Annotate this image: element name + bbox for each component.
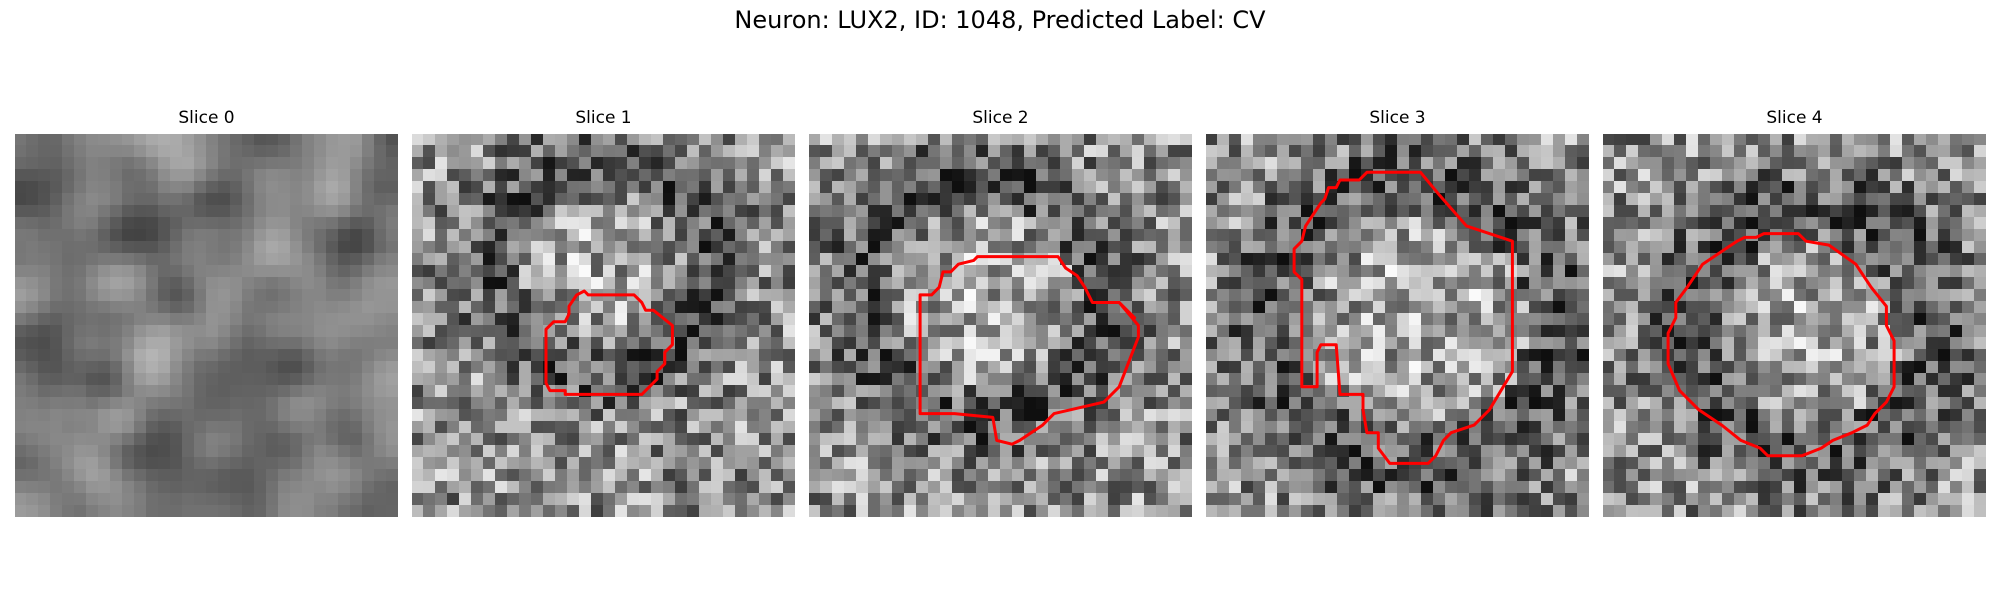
slice-4-contour [1666,232,1896,458]
figure-title: Neuron: LUX2, ID: 1048, Predicted Label:… [734,6,1266,34]
slice-0-panel [15,134,398,517]
slice-3-contour [1292,170,1514,465]
slice-0-title: Slice 0 [178,108,235,128]
slice-2-contour [918,255,1140,446]
slice-0-image [15,134,398,517]
slice-4-image [1603,134,1986,517]
slice-3-image [1206,134,1589,517]
segmentation-contour-3 [1292,170,1514,465]
slice-3-panel [1206,134,1589,517]
segmentation-contour-4 [1666,232,1896,458]
slice-4-panel [1603,134,1986,517]
slice-2-panel [809,134,1192,517]
slice-1-contour [544,289,674,396]
slice-2-image [809,134,1192,517]
slice-1-image [412,134,795,517]
slice-3-title: Slice 3 [1369,108,1426,128]
segmentation-contour-1 [544,289,674,396]
slice-0-contour [15,134,398,517]
segmentation-contour-2 [918,255,1140,446]
slice-1-panel [412,134,795,517]
slice-4-title: Slice 4 [1766,108,1823,128]
slice-2-title: Slice 2 [972,108,1029,128]
slice-1-title: Slice 1 [575,108,632,128]
